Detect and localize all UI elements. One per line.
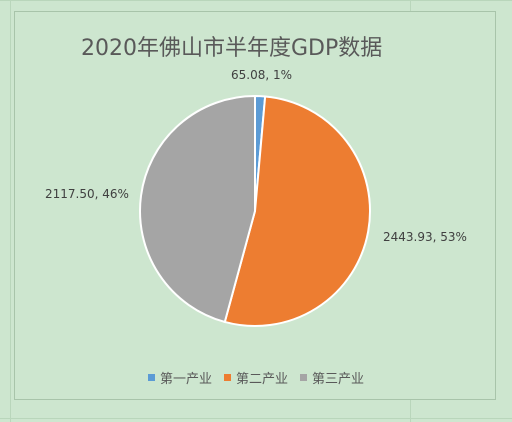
legend-item-tertiary[interactable]: 第三产业 (300, 368, 364, 387)
legend-item-secondary[interactable]: 第二产业 (223, 368, 288, 387)
legend-label-tertiary: 第三产业 (312, 372, 365, 387)
pie-slice-tertiary[interactable] (139, 94, 256, 324)
legend: 第一产业 第二产业 第三产业 (15, 368, 497, 387)
data-label-tertiary: 2117.50, 46% (45, 187, 129, 201)
legend-item-primary[interactable]: 第一产业 (147, 368, 212, 387)
data-label-secondary: 2443.93, 53% (383, 230, 467, 244)
pie-chart (139, 94, 371, 327)
sheet-gridline (0, 418, 512, 419)
pie-slice-secondary[interactable] (223, 95, 371, 327)
legend-swatch-tertiary (300, 374, 307, 381)
legend-swatch-secondary (223, 374, 231, 381)
legend-swatch-primary (147, 374, 155, 381)
sheet-gridline (10, 0, 11, 422)
chart-title: 2020年佛山市半年度GDP数据 (81, 36, 383, 61)
sheet-gridline (0, 0, 512, 1)
chart-area[interactable]: 2020年佛山市半年度GDP数据 65.08, 1% 2443.93, 53% … (14, 11, 496, 400)
legend-label-primary: 第一产业 (159, 372, 212, 387)
legend-label-secondary: 第二产业 (235, 372, 288, 387)
data-label-primary: 65.08, 1% (231, 68, 293, 82)
